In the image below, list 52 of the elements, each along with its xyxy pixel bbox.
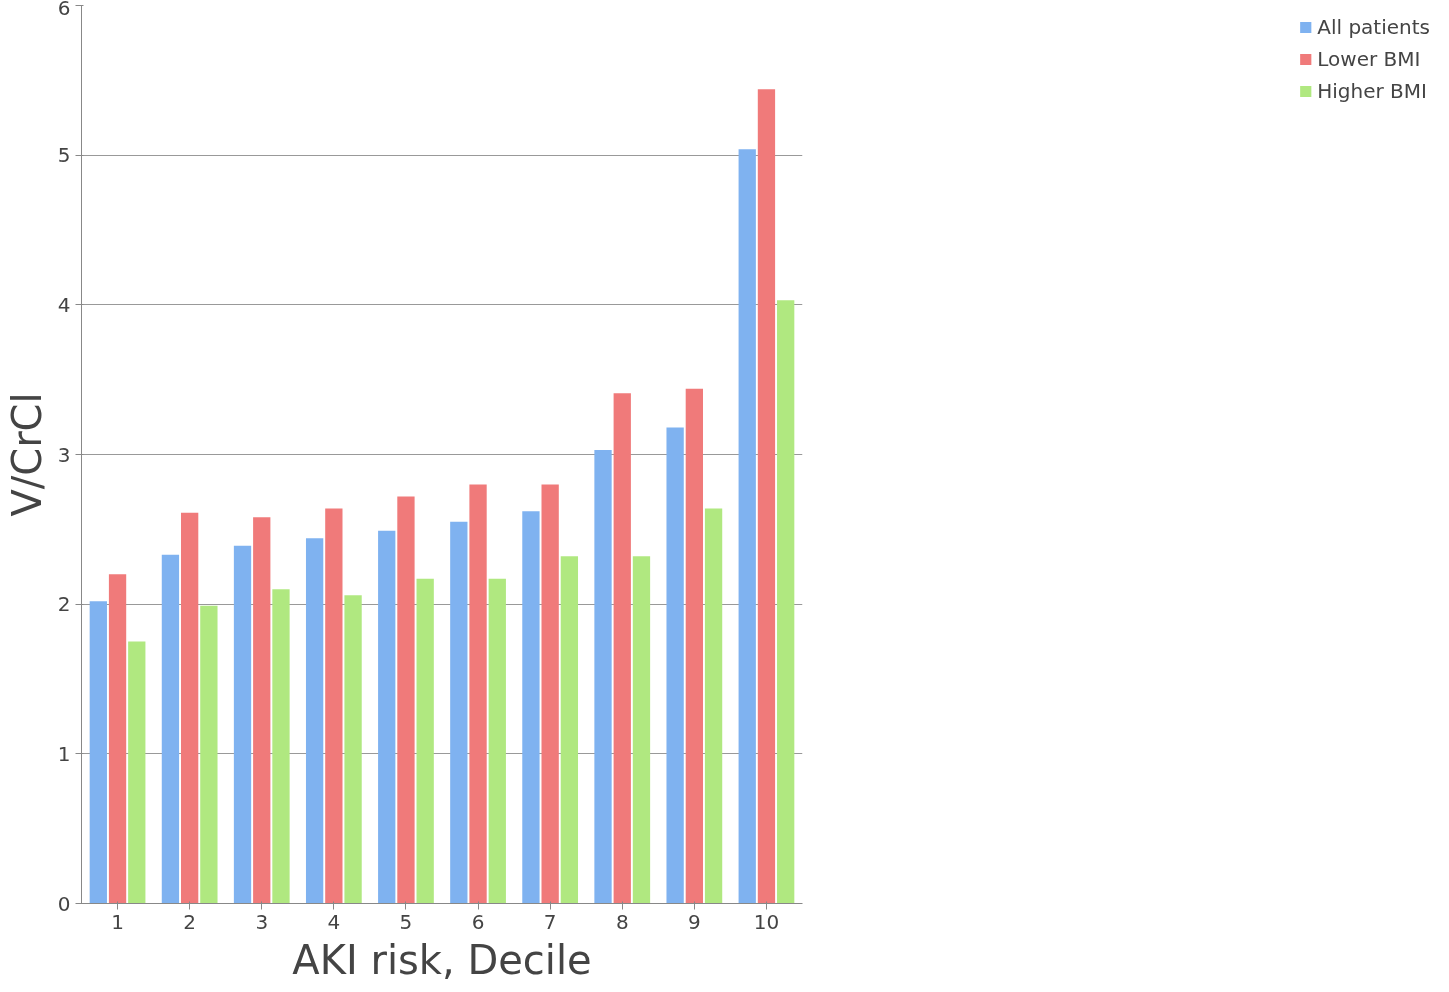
y-tick-label: 6 [57, 0, 71, 20]
legend-label: All patients [1317, 15, 1430, 39]
x-tick-label: 10 [753, 909, 780, 934]
y-tick-label: 3 [57, 442, 71, 467]
bar [613, 393, 631, 904]
bar [757, 89, 776, 904]
legend-label: Lower BMI [1317, 47, 1421, 71]
y-axis-title: V/CrCl [3, 392, 50, 517]
bar [108, 574, 127, 904]
legend-label: Higher BMI [1317, 79, 1427, 103]
x-tick-label: 8 [615, 909, 629, 934]
bar [272, 589, 290, 904]
x-tick-label: 5 [399, 909, 413, 934]
y-tick-label: 0 [57, 891, 71, 916]
bar [128, 641, 146, 904]
x-tick-label: 4 [327, 909, 341, 934]
bar [685, 388, 703, 904]
bar [777, 300, 795, 904]
bar [560, 556, 579, 904]
y-tick-label: 1 [57, 741, 71, 766]
bar [253, 517, 271, 904]
x-tick-label: 3 [255, 909, 269, 934]
y-tick-label: 5 [57, 143, 71, 168]
bar [89, 601, 107, 904]
x-tick-label: 7 [543, 909, 557, 934]
bar [378, 530, 396, 904]
bar [200, 605, 218, 904]
bar [488, 578, 506, 904]
x-tick-label: 1 [111, 909, 124, 934]
bar [594, 450, 612, 904]
bar [666, 427, 684, 904]
bar [325, 508, 343, 904]
x-tick-label: 2 [183, 909, 197, 934]
bar [233, 545, 252, 904]
bar [181, 512, 199, 904]
bar [469, 484, 487, 904]
bar [738, 149, 756, 904]
x-tick-label: 9 [687, 909, 701, 934]
bar [397, 496, 415, 904]
bar [541, 484, 559, 904]
bar [416, 578, 434, 904]
y-tick-label: 2 [57, 592, 71, 617]
x-tick-label: 6 [471, 909, 485, 934]
y-tick-label: 4 [57, 292, 71, 317]
bar [450, 521, 468, 904]
bar [704, 508, 723, 904]
bar [522, 511, 540, 904]
bar [632, 556, 651, 904]
bar [305, 538, 324, 904]
bar [161, 554, 180, 904]
bar [344, 595, 362, 904]
x-axis-title: AKI risk, Decile [292, 936, 592, 983]
